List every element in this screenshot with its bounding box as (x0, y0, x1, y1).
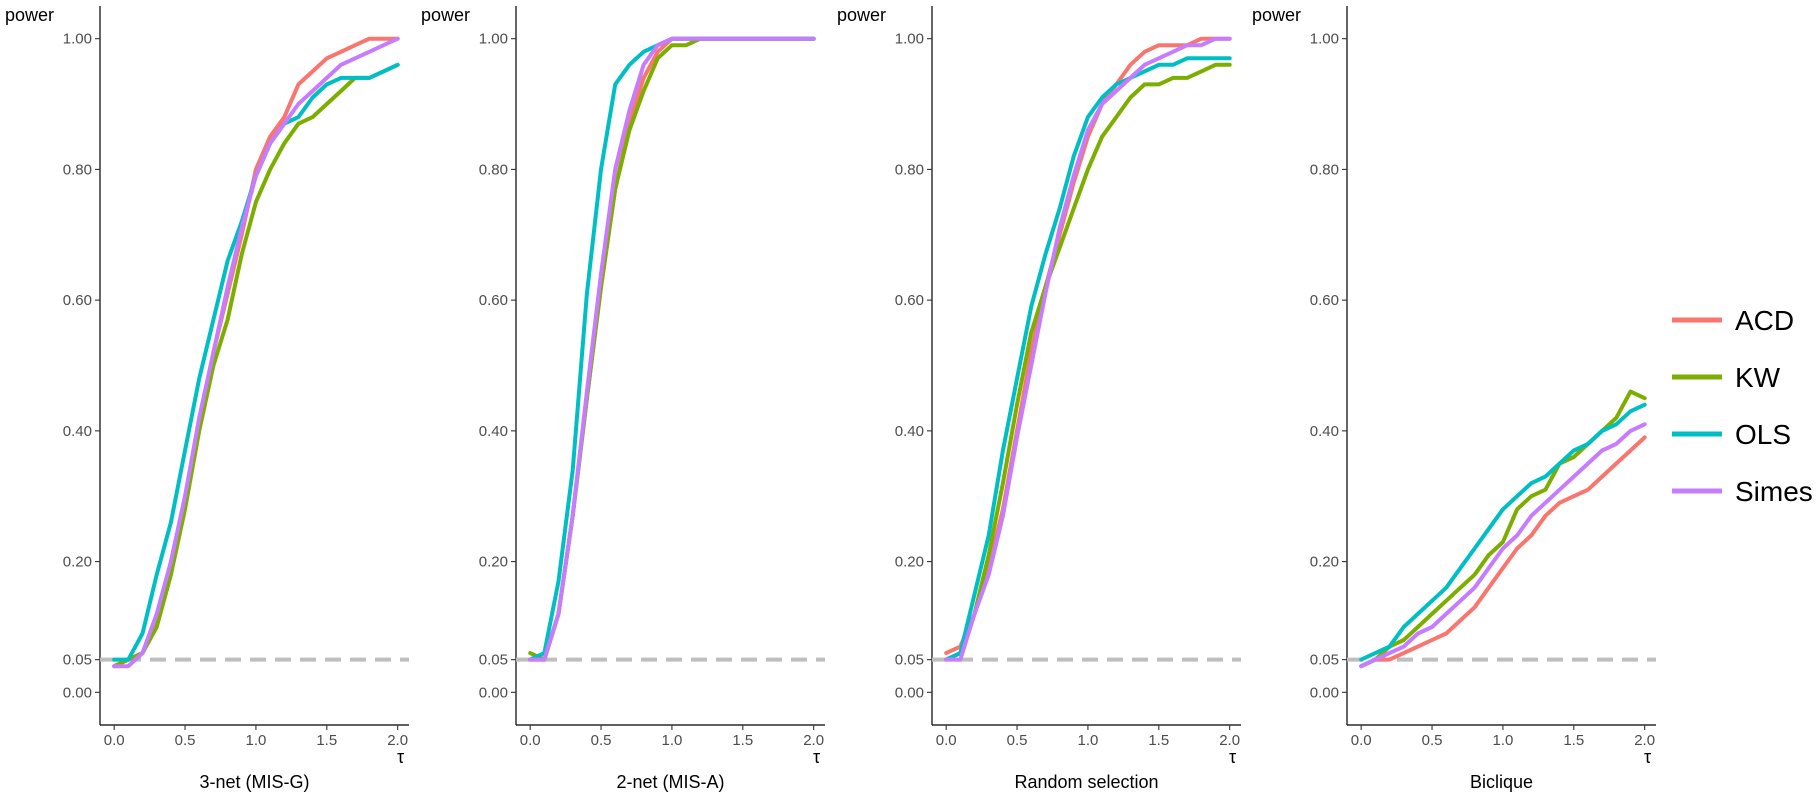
series-line-ols (944, 56, 1232, 662)
series-line-simes (944, 36, 1232, 662)
x-axis-title: τ (397, 747, 404, 767)
x-axis-title: τ (1229, 747, 1236, 767)
x-tick-label: 1.0 (1077, 732, 1098, 749)
y-axis-title: power (421, 5, 470, 25)
y-tick-label: 1.00 (895, 31, 924, 48)
y-tick-label: 0.40 (63, 423, 92, 440)
x-axis-title: τ (1644, 747, 1651, 767)
panel-1: 0.00 0.05 0.20 0.40 0.60 0.80 1.00 0.0 0.5 1.0 1.5… (5, 5, 409, 792)
y-tick-label: 0.20 (1310, 554, 1339, 571)
y-tick-label: 0.60 (63, 292, 92, 309)
series-line-acd (1359, 435, 1647, 669)
y-axis-title: power (837, 5, 886, 25)
legend-label-simes: Simes (1735, 476, 1813, 507)
y-tick-label: 1.00 (63, 31, 92, 48)
series-line-simes (112, 36, 400, 669)
series-line-kw (528, 36, 816, 662)
series-line-ols (1359, 402, 1647, 662)
legend-label-acd: ACD (1735, 305, 1794, 336)
y-tick-label: 0.40 (895, 423, 924, 440)
series-line-acd (528, 36, 816, 662)
y-tick-label: 0.20 (895, 554, 924, 571)
y-tick-label: 0.40 (479, 423, 508, 440)
panel-2: 0.00 0.05 0.20 0.40 0.60 0.80 1.00 0.0 0.5 1.0 1.5… (421, 5, 825, 792)
x-tick-label: 1.5 (316, 732, 337, 749)
x-tick-label: 0.5 (1422, 732, 1443, 749)
y-tick-label: 1.00 (479, 31, 508, 48)
y-tick-label: 0.60 (895, 292, 924, 309)
panel-3: 0.00 0.05 0.20 0.40 0.60 0.80 1.00 0.0 0.5 1.0 1.5… (837, 5, 1241, 792)
y-tick-label: 0.80 (1310, 161, 1339, 178)
x-tick-label: 2.0 (803, 732, 824, 749)
panel-title: 3-net (MIS-G) (199, 772, 309, 792)
y-tick-label: 0.60 (1310, 292, 1339, 309)
y-tick-label: 0.00 (479, 684, 508, 701)
y-tick-label: 0.20 (479, 554, 508, 571)
y-tick-label: 0.00 (63, 684, 92, 701)
x-tick-label: 1.5 (1148, 732, 1169, 749)
x-tick-label: 0.5 (175, 732, 196, 749)
panel-title: 2-net (MIS-A) (616, 772, 724, 792)
x-tick-label: 0.0 (1351, 732, 1372, 749)
y-tick-label: 0.20 (63, 554, 92, 571)
x-axis-title: τ (813, 747, 820, 767)
y-axis-title: power (5, 5, 54, 25)
series-line-simes (528, 36, 816, 662)
x-tick-label: 1.0 (245, 732, 266, 749)
y-tick-label: 0.05 (895, 652, 924, 669)
y-tick-label: 0.05 (479, 652, 508, 669)
series-line-kw (944, 62, 1232, 662)
y-tick-label: 0.80 (895, 161, 924, 178)
x-tick-label: 0.5 (591, 732, 612, 749)
series-line-simes (1359, 422, 1647, 669)
y-axis-title: power (1252, 5, 1301, 25)
y-tick-label: 1.00 (1310, 31, 1339, 48)
y-tick-label: 0.00 (895, 684, 924, 701)
x-tick-label: 0.0 (936, 732, 957, 749)
y-tick-label: 0.00 (1310, 684, 1339, 701)
legend-label-ols: OLS (1735, 419, 1791, 450)
y-tick-label: 0.40 (1310, 423, 1339, 440)
y-tick-label: 0.60 (479, 292, 508, 309)
x-tick-label: 0.0 (520, 732, 541, 749)
x-tick-label: 0.0 (104, 732, 125, 749)
y-tick-label: 0.80 (479, 161, 508, 178)
panel-title: Random selection (1014, 772, 1158, 792)
series-line-kw (112, 62, 400, 669)
y-tick-label: 0.80 (63, 161, 92, 178)
x-tick-label: 2.0 (1634, 732, 1655, 749)
x-tick-label: 1.5 (1563, 732, 1584, 749)
legend: ACD KW OLS Simes (1672, 305, 1813, 507)
y-tick-label: 0.05 (63, 652, 92, 669)
series-line-ols (528, 36, 816, 662)
x-tick-label: 2.0 (1219, 732, 1240, 749)
x-tick-label: 1.5 (732, 732, 753, 749)
panel-4: 0.00 0.05 0.20 0.40 0.60 0.80 1.00 0.0 0.5 1.0 1.5… (1252, 5, 1656, 792)
series-line-ols (112, 62, 400, 662)
x-tick-label: 1.0 (661, 732, 682, 749)
legend-label-kw: KW (1735, 362, 1781, 393)
x-tick-label: 2.0 (387, 732, 408, 749)
panel-title: Biclique (1470, 772, 1533, 792)
x-tick-label: 0.5 (1007, 732, 1028, 749)
y-tick-label: 0.05 (1310, 652, 1339, 669)
x-tick-label: 1.0 (1492, 732, 1513, 749)
